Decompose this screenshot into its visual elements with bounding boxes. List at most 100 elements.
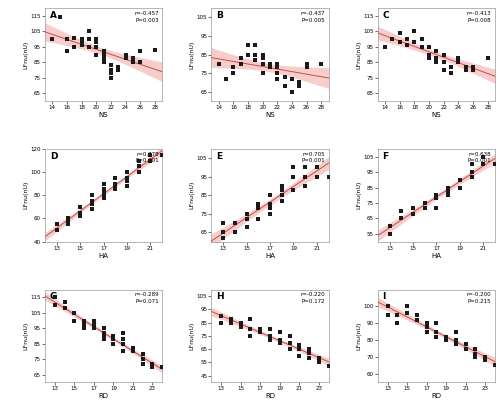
Point (63, 36, 71, 42)
Point (296, 83, 304, 89)
Point (107, 62, 115, 69)
Point (92, 51, 100, 58)
Point (480, 153, 488, 160)
Point (114, 64, 122, 70)
Point (252, 42, 260, 48)
Text: H: H (216, 293, 224, 301)
Point (296, 346, 304, 353)
Point (288, 88, 296, 95)
Point (231, 220, 239, 226)
Point (110, 336, 118, 342)
Point (278, 198, 285, 204)
Point (418, 44, 426, 50)
Point (440, 67, 448, 73)
Point (129, 348, 137, 355)
Point (242, 216, 250, 223)
Point (246, 326, 254, 332)
Point (301, 182, 309, 189)
Point (469, 67, 477, 73)
Point (48, 36, 56, 42)
Point (266, 201, 274, 208)
Point (100, 192, 108, 199)
Point (90, 317, 98, 324)
Point (236, 323, 244, 330)
Point (252, 57, 260, 63)
Point (409, 210, 417, 217)
Point (70, 34, 78, 41)
Point (324, 363, 332, 369)
Point (64, 221, 72, 227)
Text: D: D (50, 152, 57, 161)
Point (286, 332, 294, 339)
Point (425, 54, 433, 61)
Point (468, 173, 475, 180)
Point (302, 60, 310, 67)
Point (246, 332, 254, 339)
Point (440, 59, 448, 65)
Point (276, 339, 284, 346)
Point (256, 329, 264, 335)
Text: r=-0.289
P=0.071: r=-0.289 P=0.071 (134, 293, 158, 304)
Point (107, 67, 115, 73)
Point (397, 215, 405, 222)
Text: A: A (50, 11, 56, 20)
Point (274, 64, 281, 71)
Y-axis label: LFnu(nU): LFnu(nU) (24, 40, 28, 69)
Point (481, 357, 489, 364)
Point (100, 332, 108, 339)
Point (100, 336, 108, 342)
Point (119, 336, 127, 342)
Point (432, 195, 440, 202)
Y-axis label: LFnu(nU): LFnu(nU) (24, 181, 28, 210)
Y-axis label: LFnu(nU): LFnu(nU) (190, 181, 194, 210)
Text: C: C (382, 11, 389, 20)
Point (60, 299, 68, 305)
Point (236, 55, 244, 62)
Point (280, 74, 288, 80)
Point (256, 326, 264, 332)
X-axis label: RD: RD (432, 393, 442, 399)
Point (396, 39, 404, 46)
Point (413, 316, 421, 323)
Point (420, 204, 428, 211)
Point (462, 340, 469, 347)
Point (481, 354, 489, 360)
Point (305, 355, 313, 362)
Point (394, 320, 402, 327)
Point (403, 36, 411, 42)
X-axis label: NS: NS (432, 112, 441, 118)
Point (468, 161, 475, 168)
Point (70, 317, 78, 324)
Point (76, 203, 84, 210)
Point (266, 332, 274, 339)
Text: r=0.638
P=0.001: r=0.638 P=0.001 (468, 152, 491, 163)
Point (384, 312, 392, 318)
Point (122, 54, 130, 61)
Point (123, 182, 131, 189)
Point (305, 346, 313, 353)
Point (254, 216, 262, 223)
Point (138, 360, 146, 367)
Point (100, 48, 108, 55)
Point (452, 337, 460, 344)
Point (100, 54, 108, 61)
Point (425, 51, 433, 58)
Point (422, 320, 430, 327)
Point (51, 294, 59, 301)
Point (214, 60, 222, 67)
Point (403, 310, 411, 316)
Point (286, 346, 294, 353)
Point (64, 215, 72, 222)
Point (432, 333, 440, 340)
Point (100, 59, 108, 65)
Point (85, 28, 93, 35)
Point (90, 320, 98, 327)
Point (107, 74, 115, 81)
Point (266, 205, 274, 212)
Point (432, 54, 440, 61)
Y-axis label: LFnu(nU): LFnu(nU) (190, 322, 194, 350)
Point (410, 28, 418, 35)
Point (100, 325, 108, 332)
Point (491, 161, 499, 168)
Point (244, 42, 252, 48)
